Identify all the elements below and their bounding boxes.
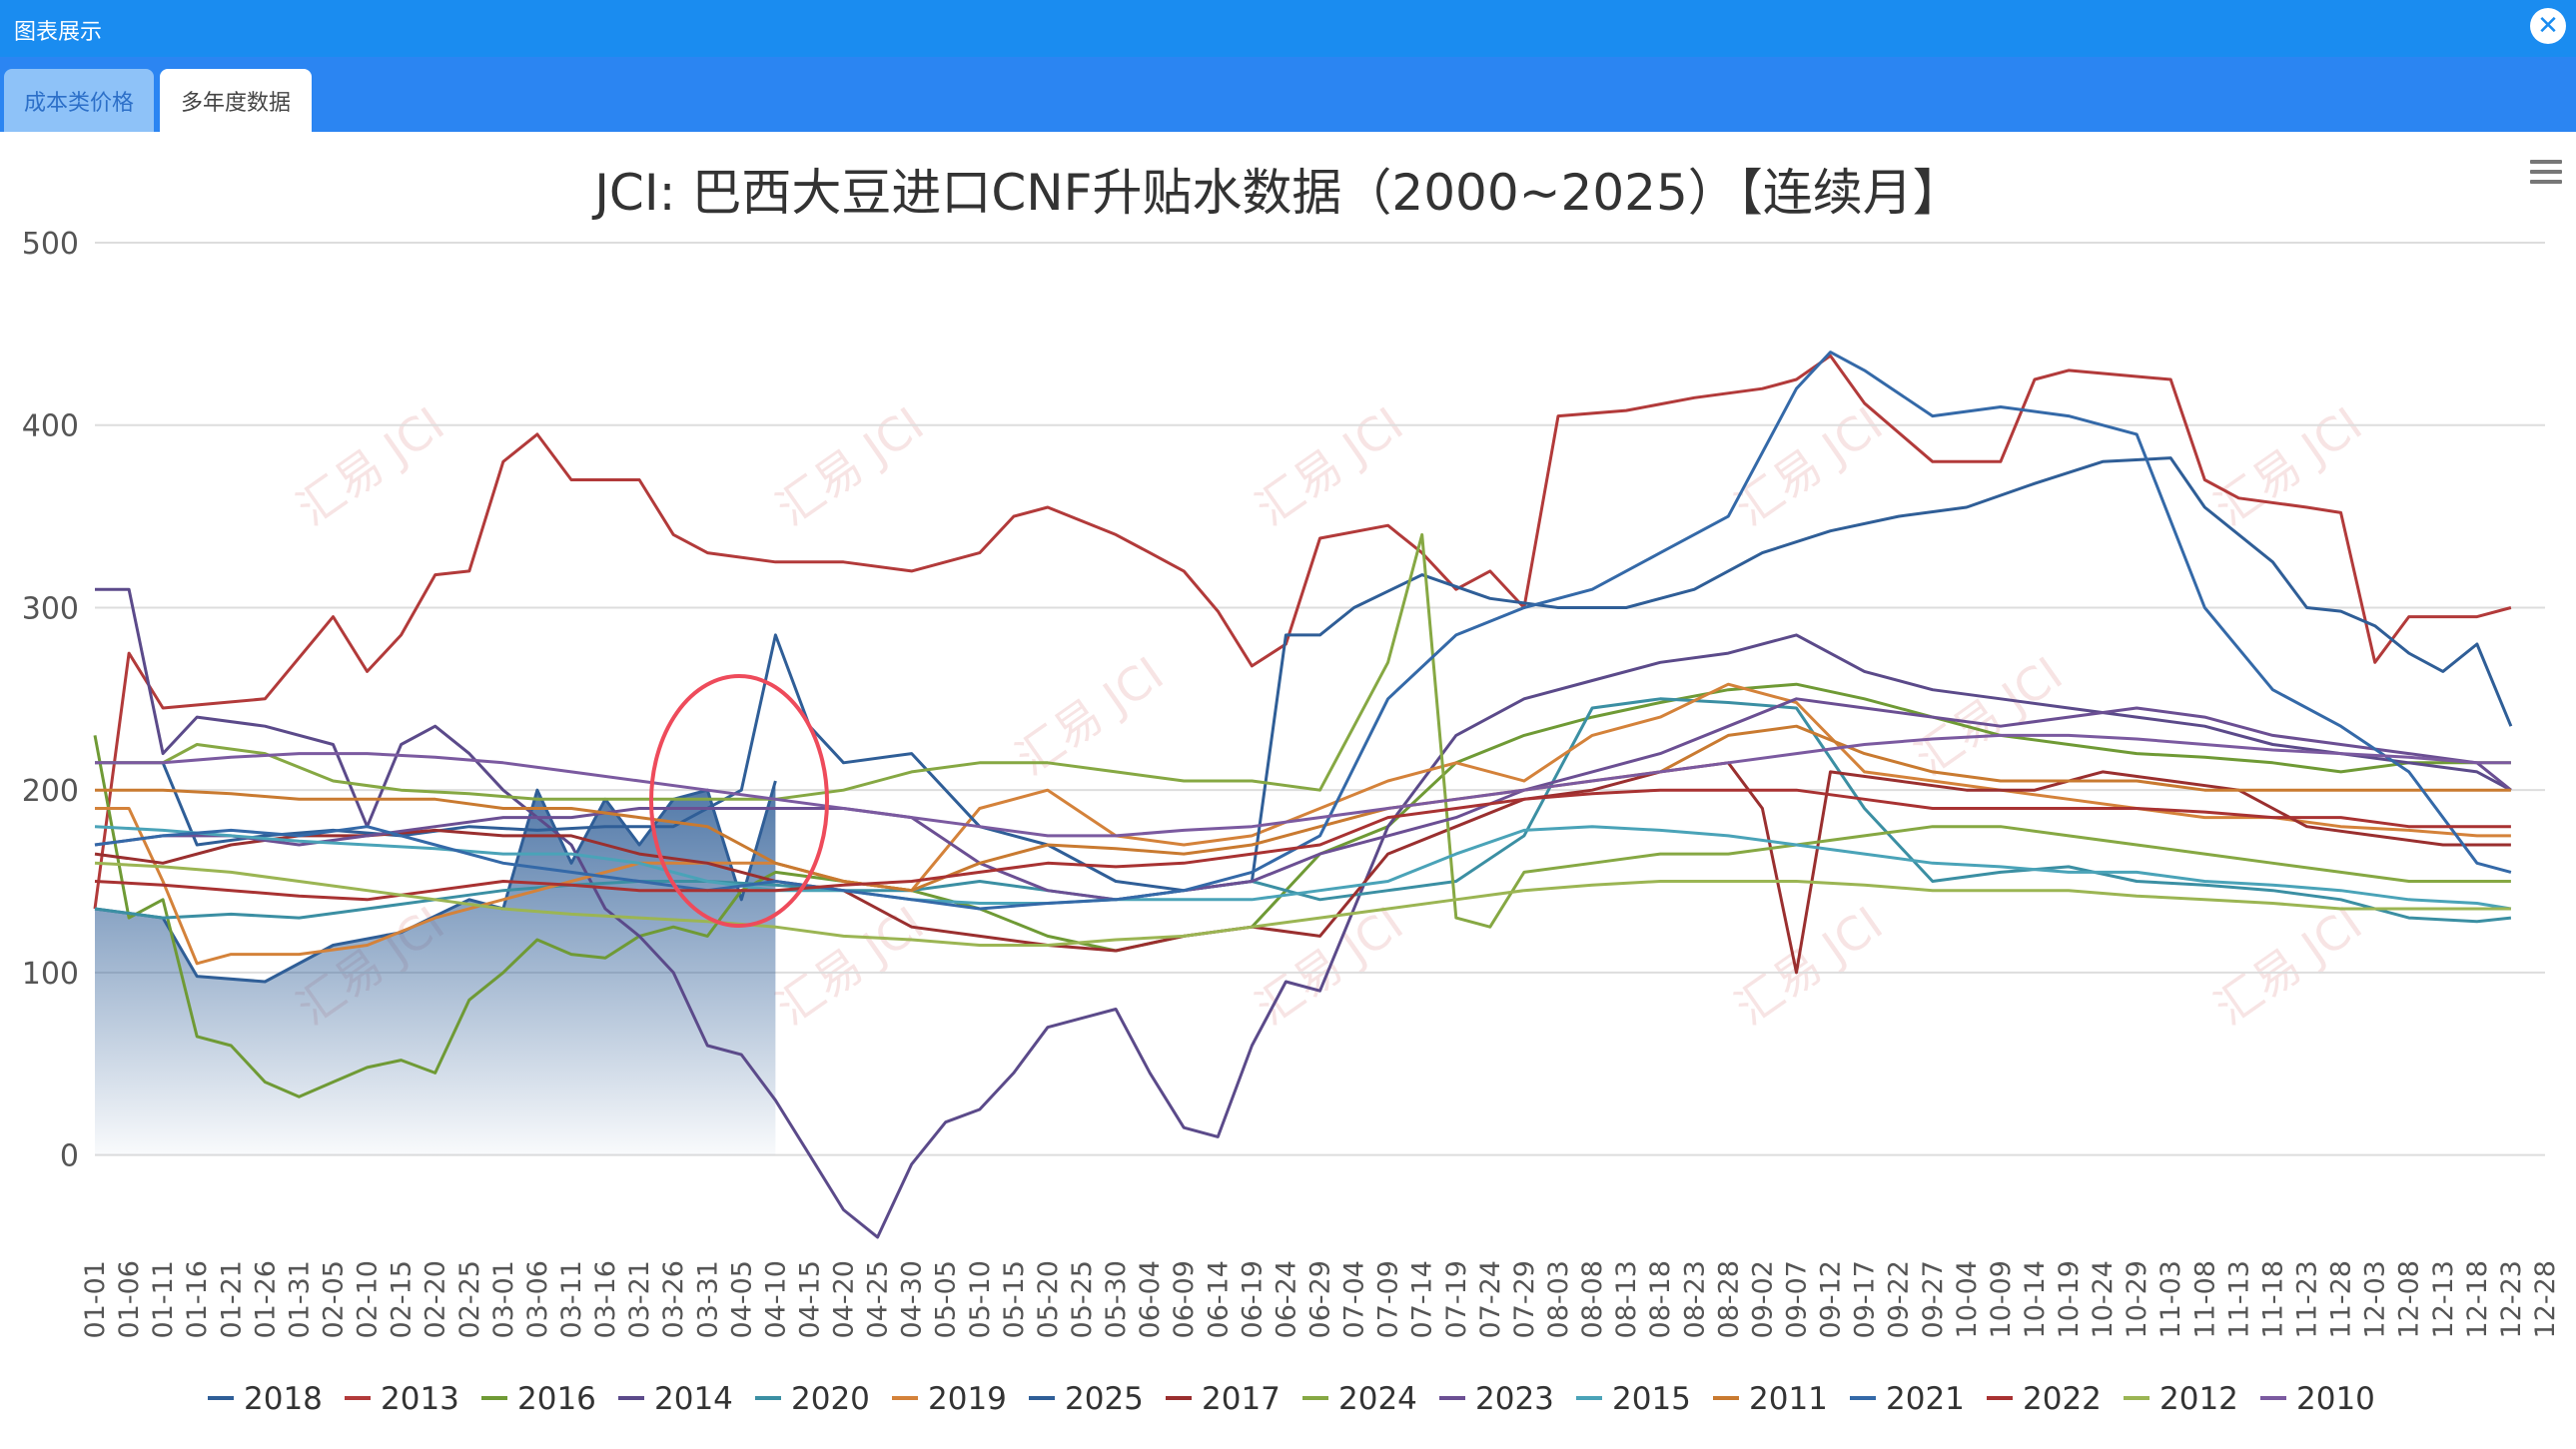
close-button[interactable]: ✕ — [2530, 8, 2566, 44]
window-titlebar: 图表展示 ✕ — [0, 0, 2576, 57]
window-title: 图表展示 — [14, 20, 103, 45]
close-icon: ✕ — [2537, 11, 2559, 41]
tab-cost-prices[interactable]: 成本类价格 — [4, 69, 154, 132]
tab-bar: 成本类价格 多年度数据 — [0, 57, 2576, 132]
chart-menu-icon[interactable] — [2530, 160, 2562, 186]
chart-panel — [0, 132, 2576, 1449]
tab-multi-year-data[interactable]: 多年度数据 — [160, 69, 312, 132]
